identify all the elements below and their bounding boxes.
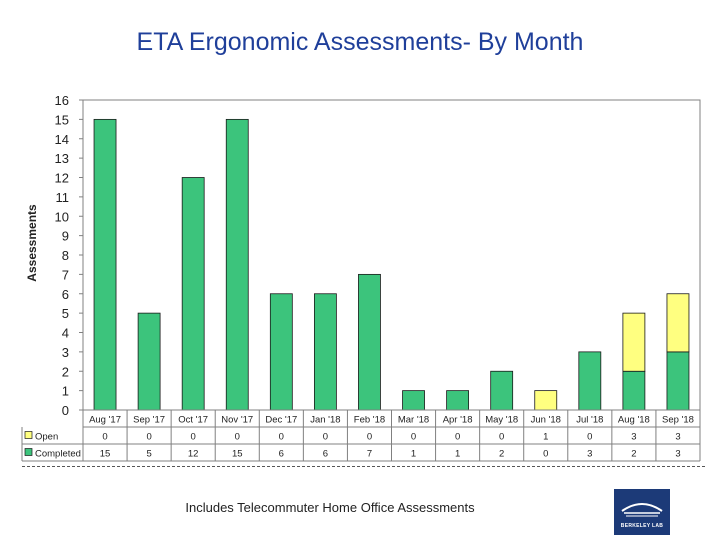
x-tick-label: Sep '18: [662, 415, 694, 426]
data-label: 5: [146, 449, 151, 460]
y-axis-label: Assessments: [25, 204, 39, 282]
y-tick-label: 5: [62, 306, 69, 321]
x-tick-label: Aug '17: [89, 415, 121, 426]
bar-completed: [93, 118, 117, 411]
y-tick-label: 3: [62, 345, 69, 360]
x-tick-label: Sep '17: [133, 415, 165, 426]
bar-completed: [358, 273, 381, 411]
data-label: 3: [675, 449, 680, 460]
legend-label: Open: [35, 432, 58, 443]
bar-completed: [181, 177, 205, 411]
data-label: 0: [499, 432, 504, 443]
y-tick-label: 6: [62, 287, 69, 302]
y-tick-label: 16: [55, 93, 69, 108]
bar-completed: [490, 370, 514, 411]
bar-completed: [313, 293, 337, 411]
y-tick-label: 7: [62, 267, 69, 282]
building-icon: [621, 503, 663, 517]
y-tick-label: 10: [55, 209, 69, 224]
data-label: 0: [411, 432, 416, 443]
data-label: 0: [455, 432, 460, 443]
bar-completed: [666, 351, 690, 411]
legend-label: Completed: [35, 449, 81, 460]
data-label: 0: [102, 432, 107, 443]
x-tick-label: Feb '18: [354, 415, 385, 426]
data-label: 15: [232, 449, 243, 460]
data-label: 0: [323, 432, 328, 443]
y-tick-label: 11: [56, 190, 70, 205]
bar-completed: [446, 390, 470, 411]
data-label: 0: [191, 432, 196, 443]
y-tick-label: 0: [62, 403, 69, 418]
bar-completed: [137, 312, 161, 411]
y-tick-label: 8: [62, 248, 69, 263]
data-label: 0: [367, 432, 372, 443]
data-label: 1: [455, 449, 460, 460]
footnote: Includes Telecommuter Home Office Assess…: [185, 500, 475, 515]
berkeley-lab-logo: BERKELEY LAB: [614, 489, 670, 535]
logo-text: BERKELEY LAB: [620, 523, 664, 529]
data-label: 3: [675, 432, 680, 443]
data-label: 12: [188, 449, 199, 460]
y-tick-label: 13: [55, 151, 69, 166]
bar-open: [622, 312, 646, 372]
data-label: 6: [323, 449, 328, 460]
x-tick-label: Aug '18: [618, 415, 650, 426]
data-label: 3: [587, 449, 592, 460]
data-label: 0: [235, 432, 240, 443]
y-tick-label: 4: [62, 326, 69, 341]
legend-swatch: [24, 448, 33, 456]
data-label: 0: [543, 449, 548, 460]
y-tick-label: 15: [55, 112, 69, 127]
bar-open: [534, 390, 558, 411]
bar-completed: [622, 370, 646, 411]
x-tick-label: Dec '17: [265, 415, 297, 426]
bar-completed: [269, 293, 293, 411]
data-label: 0: [146, 432, 151, 443]
bars: [93, 118, 690, 411]
data-label: 1: [411, 449, 416, 460]
y-tick-label: 12: [55, 171, 69, 186]
data-label: 6: [279, 449, 284, 460]
y-axis-label-group: Assessments: [25, 204, 39, 282]
x-tick-label: Jan '18: [310, 415, 340, 426]
legend-swatch: [24, 431, 33, 439]
x-tick-label: Jul '18: [576, 415, 603, 426]
x-tick-label: Mar '18: [398, 415, 429, 426]
y-tick-label: 1: [62, 384, 69, 399]
plot-frame: [82, 99, 701, 411]
x-tick-label: Jun '18: [531, 415, 561, 426]
y-tick-label: 9: [62, 229, 69, 244]
data-label: 15: [100, 449, 111, 460]
data-label: 2: [631, 449, 636, 460]
y-tick-label: 14: [55, 132, 69, 147]
x-tick-label: Oct '17: [178, 415, 208, 426]
data-label: 3: [631, 432, 636, 443]
data-label: 0: [587, 432, 592, 443]
data-table: Aug '17 Sep '17 Oct '17 Nov '17 Dec '17 Jan '…: [21, 409, 701, 462]
bar-open: [666, 293, 690, 353]
x-tick-label: Apr '18: [443, 415, 473, 426]
chart-title: ETA Ergonomic Assessments- By Month: [136, 28, 584, 56]
x-tick-label: Nov '17: [221, 415, 253, 426]
y-tick-label: 2: [62, 364, 69, 379]
bar-completed: [578, 351, 602, 411]
x-tick-label: May '18: [485, 415, 518, 426]
data-label: 7: [367, 449, 372, 460]
data-label: 0: [279, 432, 284, 443]
footer-divider: [22, 466, 705, 467]
bar-completed: [225, 118, 249, 411]
bar-completed: [402, 390, 425, 411]
data-label: 2: [499, 449, 504, 460]
data-label: 1: [543, 432, 548, 443]
